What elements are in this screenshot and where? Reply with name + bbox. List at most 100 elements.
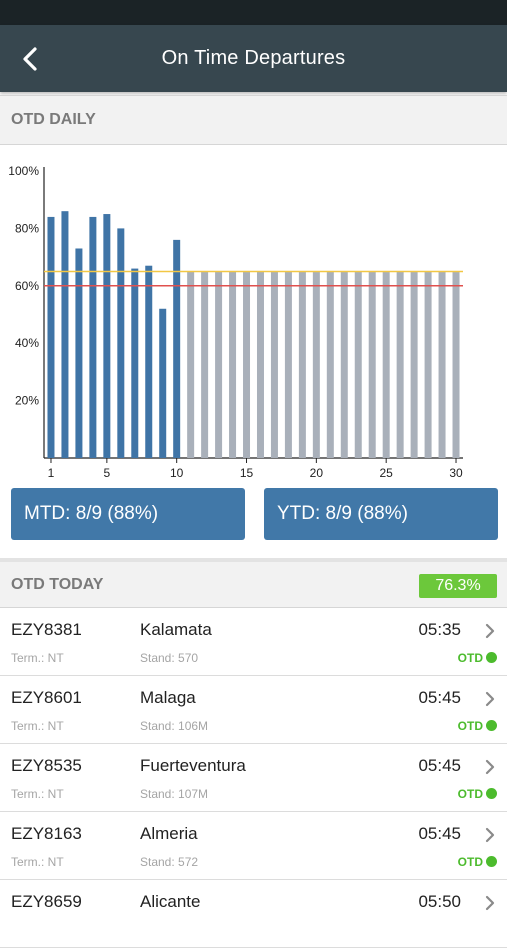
bar [243, 271, 251, 458]
mtd-button[interactable]: MTD: 8/9 (88%) [11, 488, 245, 540]
flight-terminal: Term.: NT [11, 719, 64, 733]
flight-terminal: Term.: NT [11, 855, 64, 869]
flight-time: 05:35 [418, 620, 461, 639]
otd-daily-header: OTD DAILY [0, 95, 507, 145]
x-tick-label: 25 [380, 466, 394, 480]
flight-destination: Almeria [140, 824, 198, 843]
status-bar [0, 0, 507, 25]
bar [75, 248, 83, 458]
flight-code: EZY8163 [11, 824, 82, 843]
flight-row[interactable]: EZY8659 Alicante 05:50 [0, 880, 507, 948]
flight-stand: Stand: 570 [140, 651, 199, 665]
status-dot-icon [486, 856, 497, 867]
y-tick-label: 60% [15, 279, 39, 293]
otd-daily-chart: 20% 40% 60% 80% 100% 1 5 10 15 20 25 30 [0, 145, 507, 480]
bar [201, 271, 209, 458]
y-tick-label: 20% [15, 394, 39, 408]
bar [270, 271, 278, 458]
page-title: On Time Departures [161, 47, 346, 69]
back-button[interactable] [10, 37, 50, 81]
flight-row[interactable]: EZY8381 Kalamata 05:35 Term.: NT Stand: … [0, 608, 507, 676]
otd-today-badge: 76.3% [419, 574, 497, 598]
chart-svg: 20%40%60%80%100%1 5 10 15 20 25 30 [8, 164, 463, 480]
flight-status: OTD [457, 651, 483, 665]
flight-status: OTD [457, 787, 483, 801]
bar [173, 239, 181, 458]
flight-time: 05:45 [418, 824, 461, 843]
flight-destination: Kalamata [140, 620, 212, 639]
ytd-label: YTD: 8/9 (88%) [277, 503, 408, 524]
status-dot-icon [486, 788, 497, 799]
bar [410, 271, 418, 458]
flight-status: OTD [457, 719, 483, 733]
bar [452, 271, 460, 458]
otd-today-percentage: 76.3% [435, 577, 481, 594]
chevron-right-icon [485, 691, 495, 707]
bar [340, 271, 348, 458]
mtd-label: MTD: 8/9 (88%) [24, 503, 159, 524]
flight-row[interactable]: EZY8163 Almeria 05:45 Term.: NT Stand: 5… [0, 812, 507, 880]
status-dot-icon [486, 652, 497, 663]
flight-list: EZY8381 Kalamata 05:35 Term.: NT Stand: … [0, 608, 507, 948]
flight-terminal: Term.: NT [11, 651, 64, 665]
bar [61, 211, 69, 458]
x-tick-label: 15 [240, 466, 254, 480]
otd-today-header: OTD TODAY 76.3% [0, 558, 507, 608]
bar [256, 271, 264, 458]
otd-daily-label: OTD DAILY [11, 111, 96, 128]
y-tick-label: 40% [15, 336, 39, 350]
flight-code: EZY8535 [11, 756, 82, 775]
x-tick-label: 1 [48, 466, 55, 480]
bar [424, 271, 432, 458]
bar [47, 216, 55, 458]
otd-today-label: OTD TODAY [11, 575, 104, 593]
bar [89, 216, 97, 458]
bar [326, 271, 334, 458]
flight-code: EZY8601 [11, 688, 82, 707]
flight-code: EZY8659 [11, 892, 82, 911]
flight-code: EZY8381 [11, 620, 82, 639]
status-dot-icon [486, 720, 497, 731]
bar [368, 271, 376, 458]
flight-stand: Stand: 572 [140, 855, 199, 869]
bar [131, 268, 139, 458]
chevron-right-icon [485, 895, 495, 911]
chevron-right-icon [485, 827, 495, 843]
chevron-right-icon [485, 759, 495, 775]
bar [117, 228, 125, 458]
y-tick-label: 100% [8, 164, 39, 178]
flight-terminal: Term.: NT [11, 787, 64, 801]
bar [438, 271, 446, 458]
bar [284, 271, 292, 458]
flight-status: OTD [457, 855, 483, 869]
bar [145, 265, 153, 458]
chevron-right-icon [485, 623, 495, 639]
bar [229, 271, 237, 458]
flight-row[interactable]: EZY8601 Malaga 05:45 Term.: NT Stand: 10… [0, 676, 507, 744]
x-tick-label: 30 [449, 466, 463, 480]
ytd-button[interactable]: YTD: 8/9 (88%) [264, 488, 498, 540]
x-tick-label: 5 [104, 466, 111, 480]
flight-destination: Fuerteventura [140, 756, 246, 775]
bar [396, 271, 404, 458]
bar [354, 271, 362, 458]
bar [159, 308, 167, 458]
bar [103, 214, 111, 458]
bar [298, 271, 306, 458]
bar [187, 271, 195, 458]
bar [215, 271, 223, 458]
x-tick-label: 20 [310, 466, 324, 480]
flight-row[interactable]: EZY8535 Fuerteventura 05:45 Term.: NT St… [0, 744, 507, 812]
back-arrow-icon [23, 47, 37, 71]
flight-time: 05:50 [418, 892, 461, 911]
flight-destination: Malaga [140, 688, 196, 707]
flight-time: 05:45 [418, 688, 461, 707]
app-bar: On Time Departures [0, 25, 507, 92]
x-tick-label: 10 [170, 466, 184, 480]
flight-stand: Stand: 107M [140, 787, 209, 801]
flight-destination: Alicante [140, 892, 201, 911]
flight-stand: Stand: 106M [140, 719, 209, 733]
flight-time: 05:45 [418, 756, 461, 775]
y-tick-label: 80% [15, 221, 39, 235]
bar [312, 271, 320, 458]
